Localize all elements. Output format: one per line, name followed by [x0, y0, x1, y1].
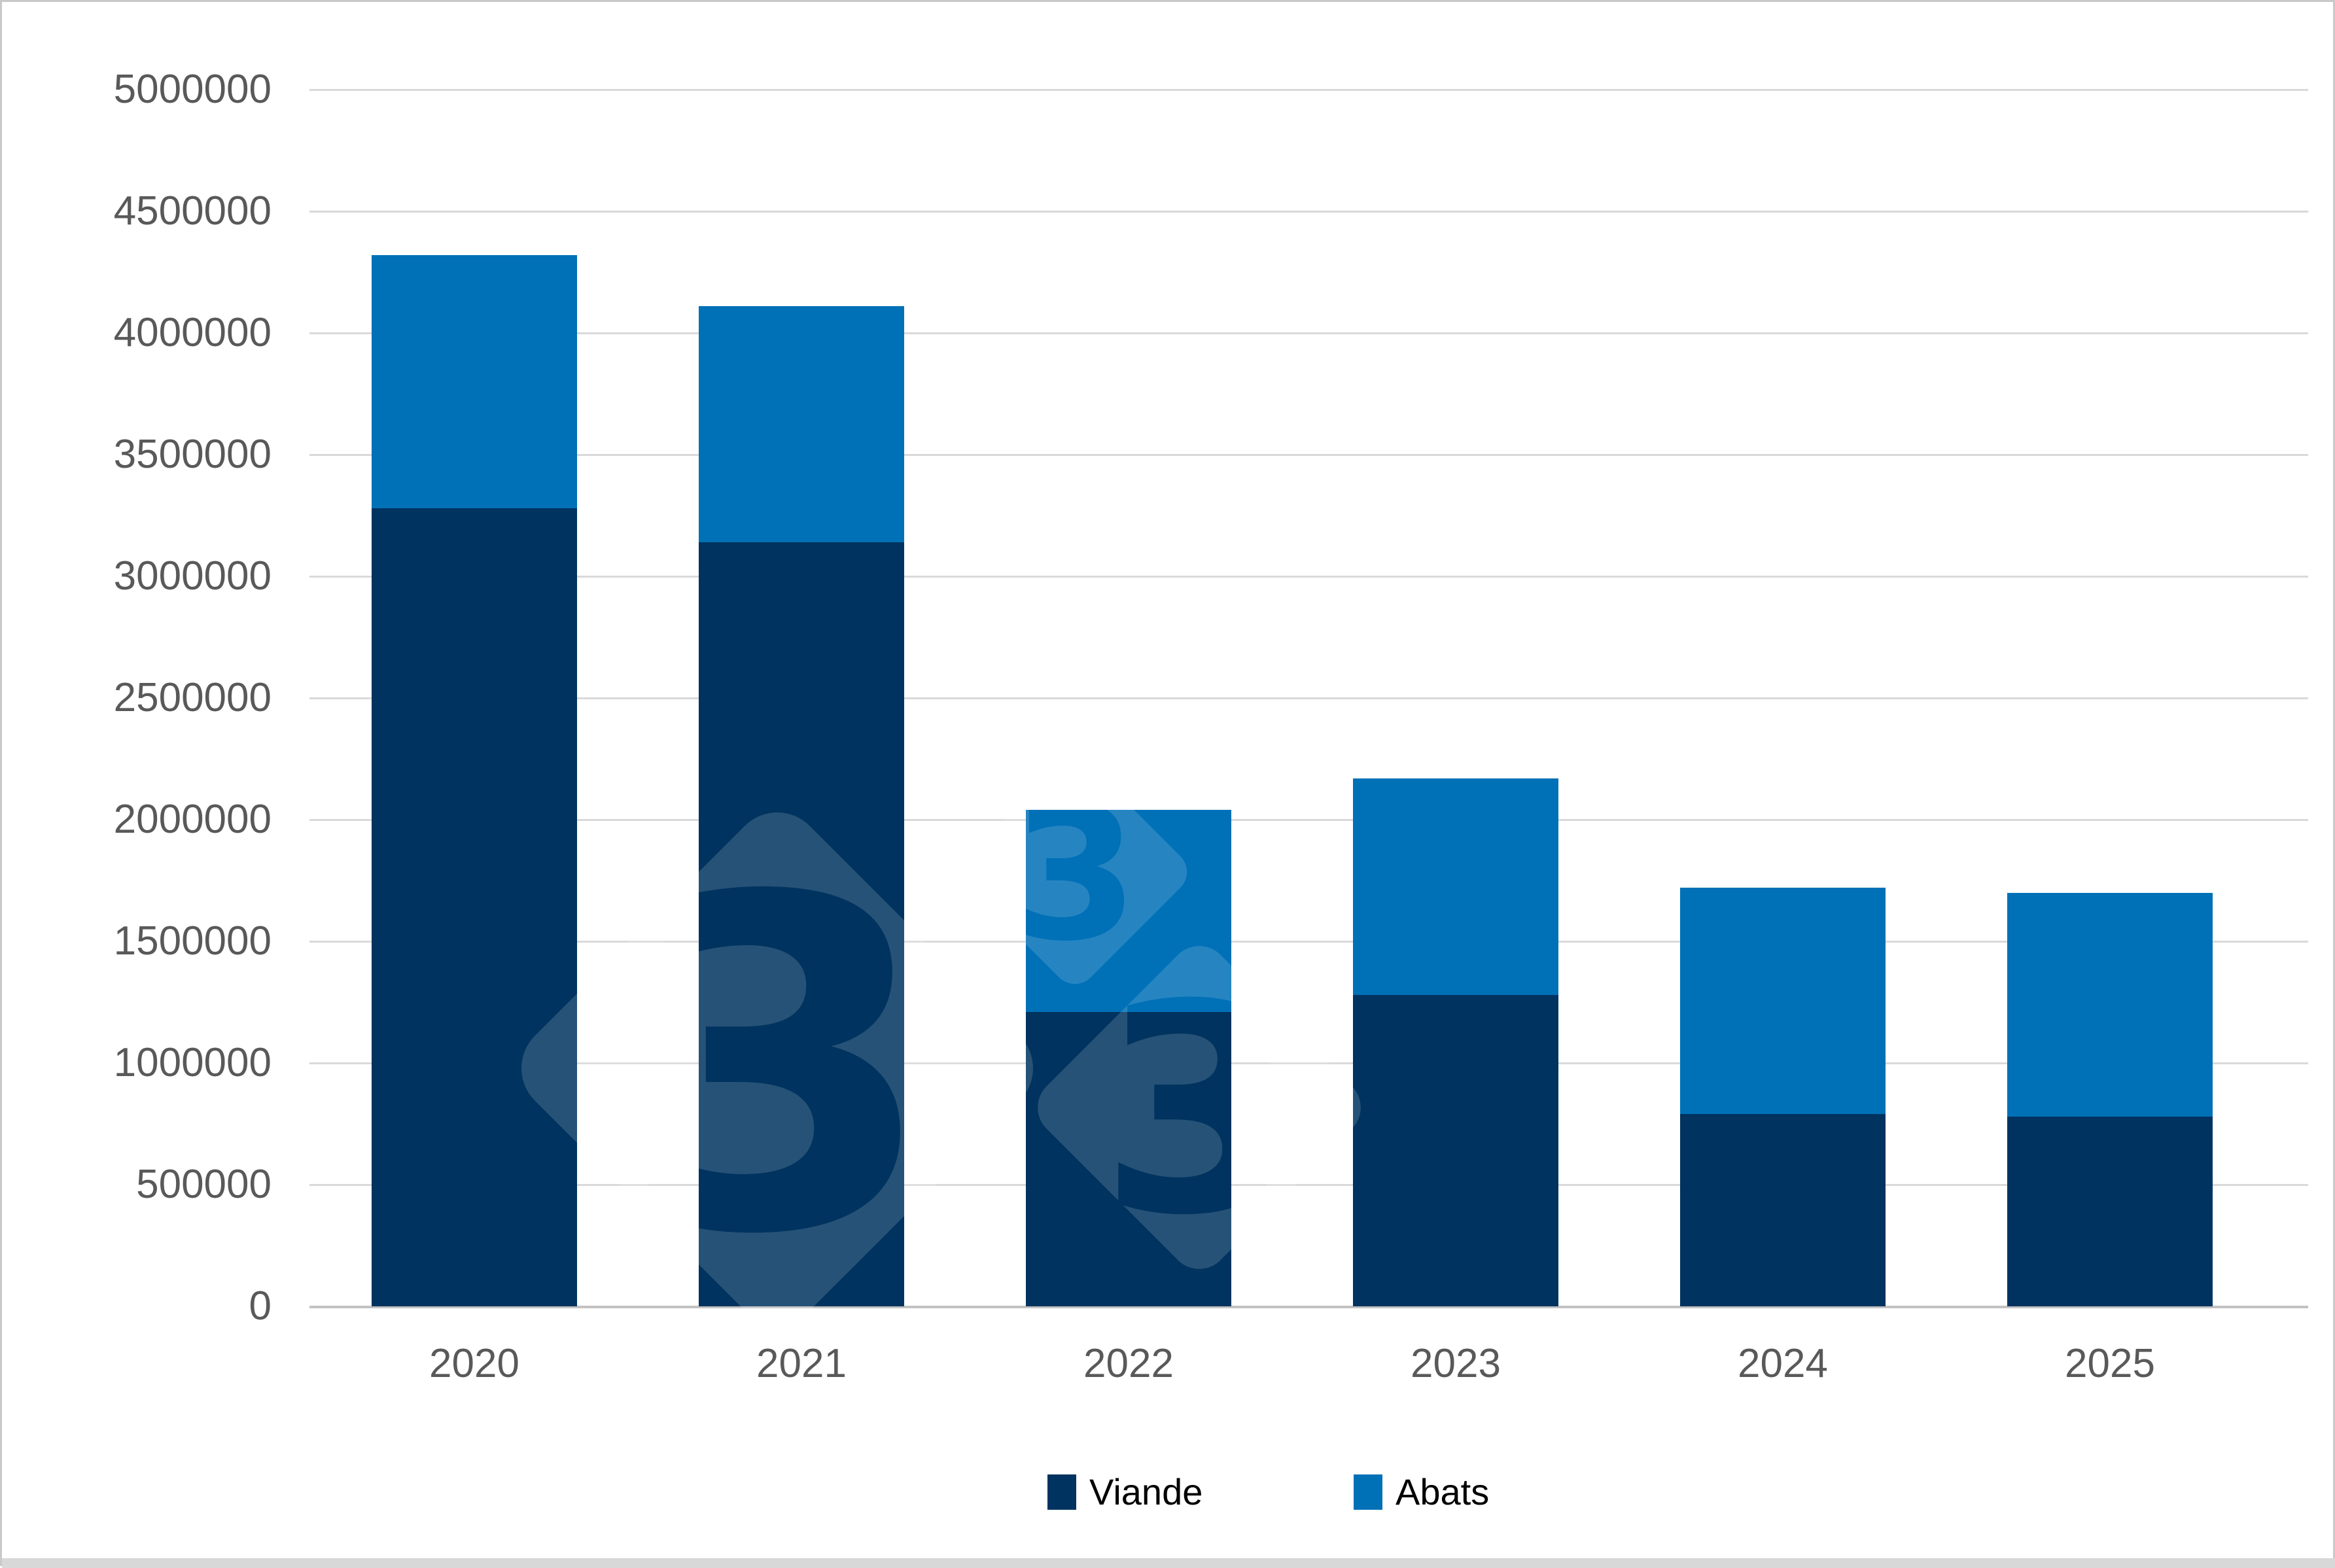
legend-label-abats: Abats: [1396, 1471, 1490, 1512]
gridline-3000000: [309, 576, 2308, 578]
legend: Viande Abats: [2, 1471, 2335, 1513]
legend-swatch-viande: [1047, 1474, 1076, 1510]
gridline-4000000: [309, 332, 2308, 334]
bar-segment-abats-2023: [1353, 778, 1558, 995]
legend-item-viande: Viande: [1047, 1471, 1203, 1513]
y-tick-label-4500000: 4500000: [113, 188, 272, 234]
bar-segment-viande-2022: [1026, 1011, 1231, 1306]
gridline-2000000: [309, 819, 2308, 821]
bar-segment-abats-2025: [2007, 892, 2213, 1117]
legend-swatch-abats: [1354, 1474, 1382, 1510]
gridline-4500000: [309, 211, 2308, 213]
y-tick-label-2000000: 2000000: [113, 797, 272, 842]
gridline-3500000: [309, 454, 2308, 456]
y-tick-label-2500000: 2500000: [113, 675, 272, 720]
y-tick-label-1500000: 1500000: [113, 918, 272, 964]
gridline-500000: [309, 1184, 2308, 1186]
bar-segment-abats-2021: [699, 306, 904, 542]
y-tick-label-500000: 500000: [136, 1162, 272, 1207]
bar-segment-viande-2023: [1353, 994, 1558, 1306]
gridline-0: [309, 1306, 2308, 1308]
y-tick-label-3500000: 3500000: [113, 432, 272, 477]
x-tick-label-2021: 2021: [756, 1341, 847, 1386]
gridline-1500000: [309, 941, 2308, 943]
gridline-5000000: [309, 89, 2308, 91]
x-tick-label-2023: 2023: [1411, 1341, 1501, 1386]
bar-segment-abats-2024: [1680, 888, 1886, 1115]
legend-label-viande: Viande: [1089, 1471, 1203, 1512]
x-tick-label-2022: 2022: [1083, 1341, 1174, 1386]
bar-segment-abats-2022: [1026, 810, 1231, 1012]
bar-segment-viande-2020: [372, 508, 577, 1306]
gridline-1000000: [309, 1062, 2308, 1064]
gridline-2500000: [309, 697, 2308, 699]
x-tick-label-2025: 2025: [2065, 1341, 2155, 1386]
x-tick-label-2024: 2024: [1738, 1341, 1828, 1386]
y-tick-label-1000000: 1000000: [113, 1040, 272, 1085]
bar-segment-abats-2020: [372, 254, 577, 508]
legend-item-abats: Abats: [1354, 1471, 1489, 1513]
bar-segment-viande-2021: [699, 542, 904, 1306]
y-tick-label-0: 0: [249, 1283, 272, 1329]
y-tick-label-3000000: 3000000: [113, 553, 272, 599]
bottom-edge-strip: [2, 1558, 2335, 1568]
bar-segment-viande-2024: [1680, 1114, 1886, 1306]
y-tick-label-4000000: 4000000: [113, 310, 272, 355]
x-tick-label-2020: 2020: [429, 1341, 519, 1386]
bar-segment-viande-2025: [2007, 1116, 2213, 1306]
y-tick-label-5000000: 5000000: [113, 67, 272, 112]
